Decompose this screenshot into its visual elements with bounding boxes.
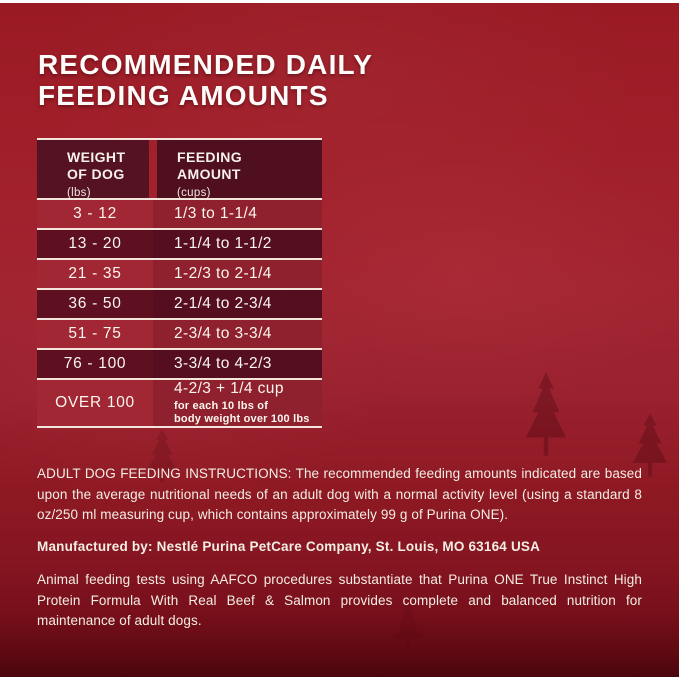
table-row: OVER 100 4-2/3 + 1/4 cup for each 10 lbs…	[37, 378, 322, 426]
pine-tree-silhouette	[525, 372, 567, 456]
table-row: 51 - 75 2-3/4 to 3-3/4	[37, 318, 322, 348]
amount-cell: 2-3/4 to 3-3/4	[153, 320, 322, 348]
amount-value: 3-3/4 to 4-2/3	[174, 355, 272, 372]
header-weight-line2: OF DOG	[67, 166, 125, 182]
amount-value: 1-2/3 to 2-1/4	[174, 265, 272, 282]
table-row: 3 - 12 1/3 to 1-1/4	[37, 198, 322, 228]
amount-value: 4-2/3 + 1/4 cup	[174, 380, 284, 397]
header-weight-of-dog: WEIGHT OF DOG (lbs)	[37, 140, 149, 199]
amount-cell: 1-1/4 to 1-1/2	[153, 230, 322, 258]
amount-cell: 4-2/3 + 1/4 cup for each 10 lbs of body w…	[153, 380, 322, 426]
header-feeding-amount: FEEDING AMOUNT (cups)	[157, 140, 322, 199]
feeding-instructions-text: ADULT DOG FEEDING INSTRUCTIONS: The reco…	[37, 466, 642, 522]
header-weight-unit: (lbs)	[67, 187, 91, 199]
amount-cell: 2-1/4 to 2-3/4	[153, 290, 322, 318]
amount-value: 2-3/4 to 3-3/4	[174, 325, 272, 342]
header-amount-line2: AMOUNT	[177, 166, 241, 182]
amount-value: 1/3 to 1-1/4	[174, 205, 258, 222]
amount-value: 2-1/4 to 2-3/4	[174, 295, 272, 312]
page-title-line2: FEEDING AMOUNTS	[38, 80, 329, 111]
weight-cell: 21 - 35	[37, 260, 153, 288]
page-title: RECOMMENDED DAILY FEEDING AMOUNTS	[38, 49, 373, 111]
weight-cell: 3 - 12	[37, 200, 153, 228]
manufactured-by-text: Manufactured by: Nestlé Purina PetCare C…	[37, 539, 541, 554]
header-column-gap	[149, 140, 157, 198]
table-rows: 3 - 12 1/3 to 1-1/4 13 - 20 1-1/4 to 1-1…	[37, 198, 322, 426]
header-amount-unit: (cups)	[177, 187, 211, 199]
amount-cell: 1-2/3 to 2-1/4	[153, 260, 322, 288]
table-header-row: WEIGHT OF DOG (lbs) FEEDING AMOUNT (cups…	[37, 140, 322, 199]
weight-cell: 76 - 100	[37, 350, 153, 378]
aafco-statement-text: Animal feeding tests using AAFCO procedu…	[37, 572, 642, 628]
page-title-line1: RECOMMENDED DAILY	[38, 49, 374, 80]
weight-cell: 13 - 20	[37, 230, 153, 258]
weight-cell: OVER 100	[37, 380, 153, 426]
header-weight-line1: WEIGHT	[67, 149, 126, 165]
header-amount-line1: FEEDING	[177, 149, 243, 165]
weight-cell: 51 - 75	[37, 320, 153, 348]
amount-value: 1-1/4 to 1-1/2	[174, 235, 272, 252]
weight-cell: 36 - 50	[37, 290, 153, 318]
table-row: 13 - 20 1-1/4 to 1-1/2	[37, 228, 322, 258]
table-row: 76 - 100 3-3/4 to 4-2/3	[37, 348, 322, 378]
table-row: 36 - 50 2-1/4 to 2-3/4	[37, 288, 322, 318]
amount-cell: 1/3 to 1-1/4	[153, 200, 322, 228]
amount-note: for each 10 lbs of body weight over 100 l…	[174, 400, 310, 425]
feeding-guide-label: RECOMMENDED DAILY FEEDING AMOUNTS WEIGHT…	[0, 3, 679, 677]
table-row: 21 - 35 1-2/3 to 2-1/4	[37, 258, 322, 288]
feeding-table: WEIGHT OF DOG (lbs) FEEDING AMOUNT (cups…	[37, 138, 322, 428]
amount-cell: 3-3/4 to 4-2/3	[153, 350, 322, 378]
